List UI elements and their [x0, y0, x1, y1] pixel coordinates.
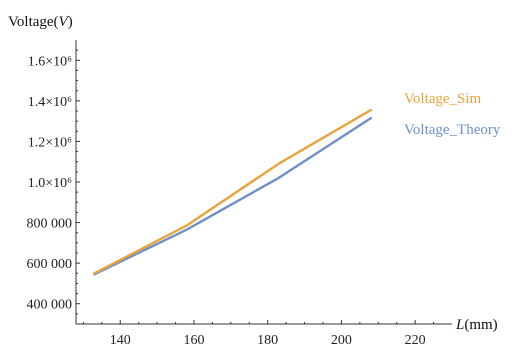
- x-tick-label: 200: [331, 333, 352, 348]
- y-tick-label: 400 000: [27, 298, 73, 313]
- series-line-voltage-theory: [93, 116, 373, 276]
- x-tick-label: 140: [110, 333, 131, 348]
- y-tick-label: 1.2×10⁶: [28, 135, 72, 150]
- y-tick-label: 600 000: [27, 257, 73, 272]
- legend-voltage-theory: Voltage_Theory: [404, 122, 501, 138]
- x-tick-label: 160: [183, 333, 204, 348]
- x-ticks: 140 160 180 200 220: [82, 320, 435, 348]
- y-tick-label: 1.4×10⁶: [28, 95, 72, 110]
- y-ticks: 400 000 600 000 800 000 1.0×10⁶ 1.2×10⁶ 1.4×1…: [27, 49, 80, 315]
- y-tick-label: 1.0×10⁶: [28, 176, 72, 191]
- legend-voltage-sim: Voltage_Sim: [404, 91, 482, 107]
- y-tick-label: 1.6×10⁶: [28, 54, 72, 69]
- series-line-voltage-sim: [93, 108, 373, 275]
- x-axis-label: L(mm): [455, 317, 498, 333]
- y-axis-label: Voltage(V): [8, 14, 73, 30]
- x-tick-label: 180: [257, 333, 278, 348]
- x-tick-label: 220: [405, 333, 426, 348]
- series-group: [93, 108, 373, 276]
- y-tick-label: 800 000: [27, 217, 73, 232]
